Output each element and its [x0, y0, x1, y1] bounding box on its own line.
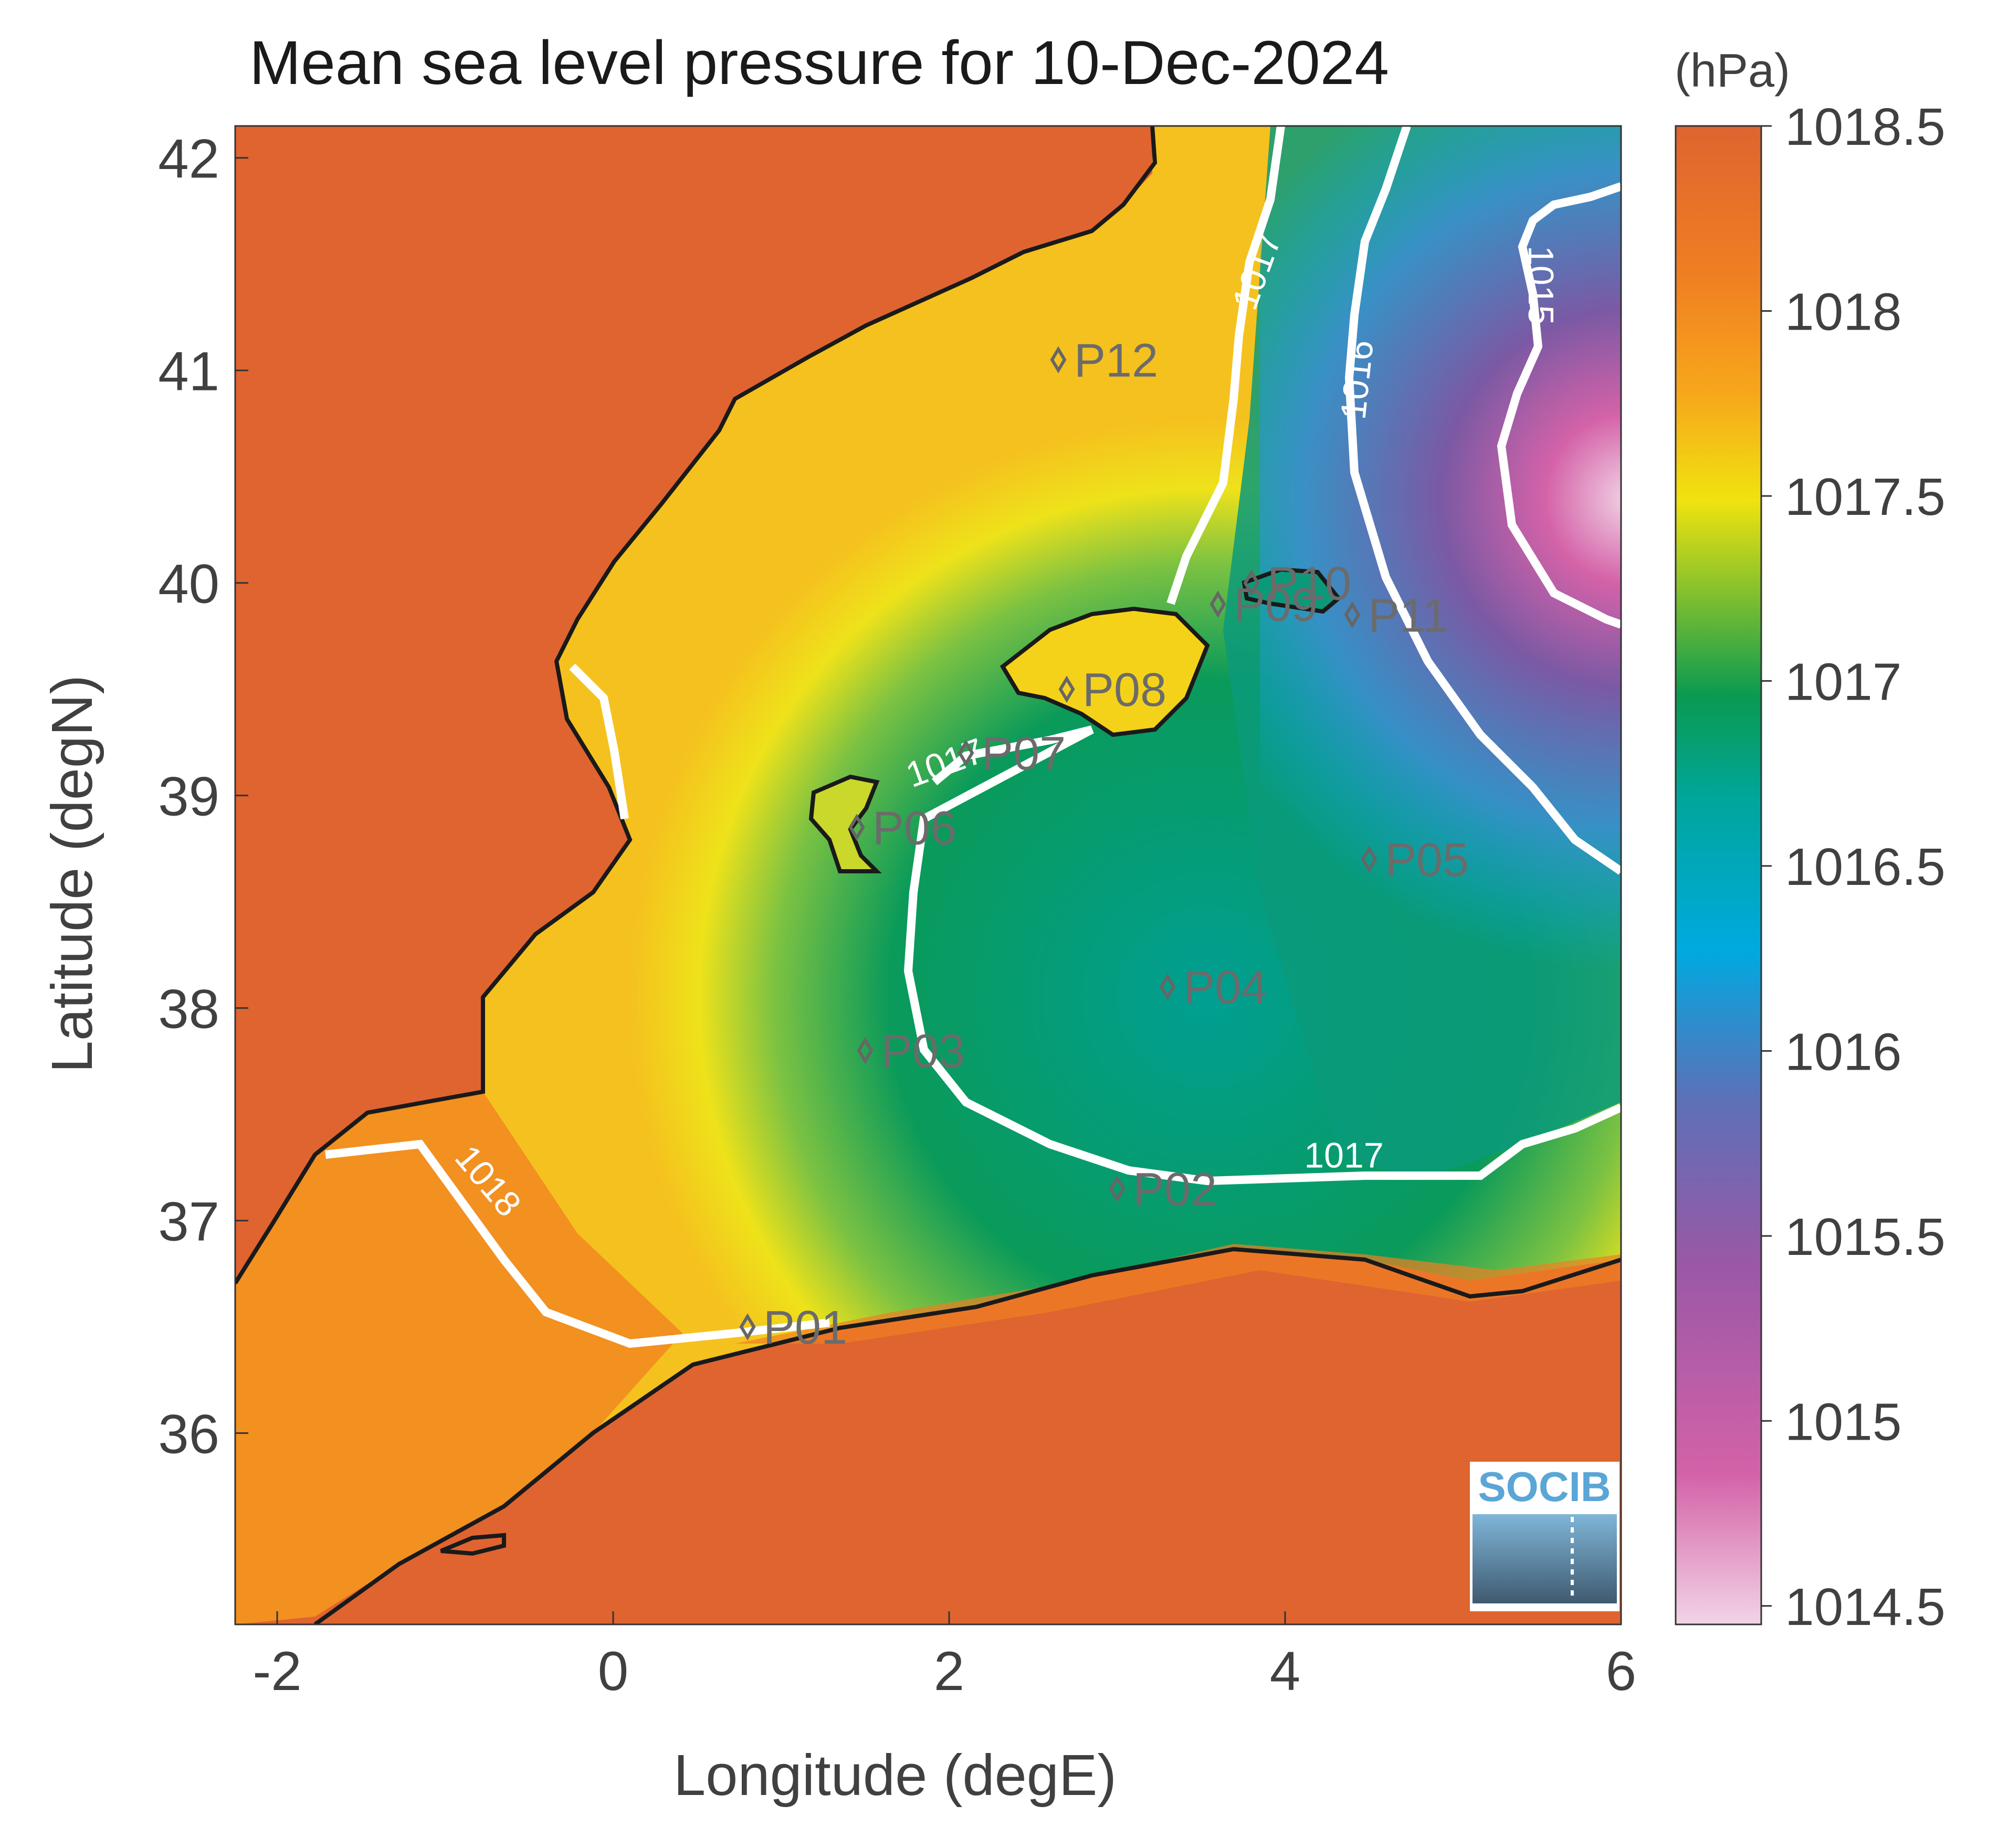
chart-title: Mean sea level pressure for 10-Dec-2024 [249, 28, 1389, 98]
station-label: P07 [982, 728, 1066, 780]
colorbar-tick-label: 1014.5 [1785, 1578, 1945, 1636]
colorbar-tick-label: 1018 [1785, 282, 1901, 341]
colorbar-tick-label: 1017 [1785, 652, 1901, 711]
contour-label: 1016 [1333, 338, 1381, 421]
station-p06: P06 [848, 802, 956, 854]
station-p04: P04 [1159, 962, 1267, 1014]
island-ibiza [808, 774, 882, 873]
station-marker-icon [1243, 569, 1260, 597]
x-tick-label: 2 [934, 1641, 964, 1702]
isobar-1017-main [903, 725, 1621, 1186]
x-tick-label: 6 [1606, 1641, 1636, 1702]
station-p07: P07 [958, 728, 1066, 780]
coastline-africa [313, 1247, 1621, 1624]
station-marker-icon [1109, 1175, 1126, 1202]
island-alboran [440, 1533, 506, 1556]
isobar-1015 [1497, 182, 1621, 629]
station-marker-icon [857, 1037, 874, 1064]
island-mallorca [1000, 606, 1210, 737]
isobar-1018-south [325, 1139, 830, 1348]
station-label: P03 [881, 1026, 965, 1078]
y-tick-label: 37 [158, 1191, 219, 1253]
station-marker-icon [1209, 590, 1226, 618]
y-tick-label: 39 [158, 766, 219, 828]
island-menorca [1242, 567, 1342, 614]
station-label: P02 [1133, 1164, 1217, 1216]
x-tick-label: 4 [1270, 1641, 1300, 1702]
y-tick-label: 38 [158, 979, 219, 1040]
station-label: P11 [1368, 589, 1448, 642]
x-axis-label: Longitude (degE) [674, 1743, 1117, 1808]
station-label: P12 [1074, 334, 1158, 387]
station-p08: P08 [1058, 664, 1166, 716]
station-marker-icon [1361, 846, 1377, 873]
colorbar-tick-label: 1015 [1785, 1392, 1901, 1451]
station-marker-icon [958, 739, 974, 767]
x-tick-label: 0 [598, 1641, 628, 1702]
station-p03: P03 [857, 1026, 965, 1078]
station-marker-icon [1058, 675, 1075, 703]
y-tick-label: 36 [158, 1404, 219, 1465]
y-tick-label: 42 [158, 129, 219, 190]
alboran-warm-band [235, 1092, 682, 1624]
station-label: P05 [1385, 834, 1469, 886]
x-tick-label: -2 [253, 1641, 301, 1702]
station-p10: P10 [1243, 558, 1351, 610]
colorbar-tick-label: 1017.5 [1785, 468, 1945, 526]
station-marker-icon [1159, 973, 1176, 1000]
socib-logo: SOCIB [1470, 1462, 1619, 1611]
station-p12: P12 [1050, 334, 1158, 387]
colorbar-ticks: 1018.5 1018 1017.5 1017 1016.5 1016 1015.5 1015… [1761, 98, 1945, 1636]
station-marker-icon [1050, 346, 1067, 374]
station-label: P01 [763, 1302, 847, 1354]
colorbar: (hPa) 1018.5 1018 1017.5 1017 1016.5 1016 1015… [1675, 45, 1945, 1636]
station-p11: P11 [1344, 589, 1448, 642]
station-p05: P05 [1361, 834, 1469, 886]
contour-label: 1017 [1304, 1135, 1383, 1175]
colorbar-gradient [1675, 125, 1762, 1625]
y-axis: 36 37 38 39 40 41 42 [158, 129, 248, 1465]
isobar-1016 [1344, 126, 1621, 875]
station-label: P06 [872, 802, 956, 854]
colorbar-tick-label: 1015.5 [1785, 1208, 1945, 1266]
isobar-1017-north [1166, 126, 1285, 605]
y-axis-label: Latitude (degN) [40, 675, 104, 1073]
station-label: P10 [1267, 558, 1351, 610]
isobar-1018-west [569, 663, 629, 820]
x-axis: -2 0 2 4 6 [253, 1611, 1636, 1702]
station-marker-icon [848, 814, 865, 841]
iberian-land [235, 126, 1152, 1283]
y-tick-label: 40 [158, 554, 219, 615]
station-p02: P02 [1109, 1164, 1217, 1216]
plot-frame [234, 125, 1622, 1625]
coastline-iberia [235, 126, 1158, 1285]
colorbar-unit-label: (hPa) [1675, 45, 1790, 97]
socib-logo-text: SOCIB [1478, 1463, 1611, 1510]
y-tick-label: 41 [158, 341, 219, 403]
low-pressure-core [1260, 126, 1621, 1123]
contour-label: 1015 [1521, 246, 1561, 325]
africa-coastal-band [735, 1244, 1621, 1344]
colorbar-tick-label: 1018.5 [1785, 98, 1945, 156]
station-marker-icon [739, 1313, 756, 1340]
station-label: P08 [1082, 664, 1166, 716]
colorbar-tick-label: 1016.5 [1785, 838, 1945, 896]
station-label: P04 [1183, 962, 1267, 1014]
station-p01: P01 [739, 1302, 847, 1354]
african-land [235, 1249, 1621, 1624]
colorbar-tick-label: 1016 [1785, 1022, 1901, 1081]
station-marker-icon [1344, 601, 1361, 629]
